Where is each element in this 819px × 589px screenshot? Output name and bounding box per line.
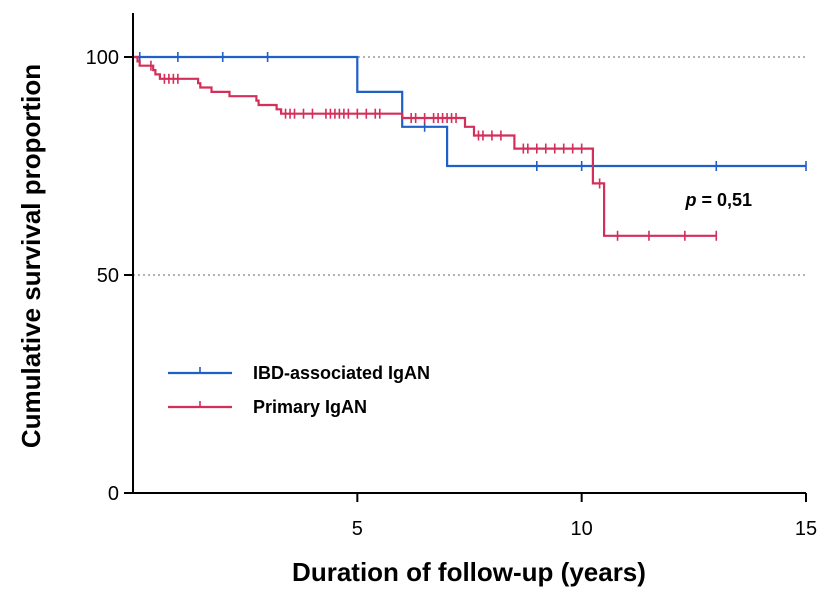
survival-curves — [133, 52, 807, 241]
y-axis-title: Cumulative survival proportion — [16, 64, 46, 448]
x-axis-title: Duration of follow-up (years) — [292, 557, 646, 587]
p-value-annotation: p = 0,51 — [684, 190, 752, 210]
x-tick-label: 5 — [352, 518, 363, 540]
series-line-0 — [133, 55, 806, 168]
legend-label-1: Primary IgAN — [253, 397, 367, 417]
y-tick-label: 50 — [97, 265, 119, 287]
y-tick-label: 100 — [86, 47, 119, 69]
p-value-text: = 0,51 — [696, 190, 752, 210]
x-tick-label: 10 — [571, 518, 593, 540]
legend: IBD-associated IgAN Primary IgAN — [168, 363, 430, 417]
gridlines — [133, 56, 806, 276]
axes — [132, 13, 806, 494]
legend-label-0: IBD-associated IgAN — [253, 363, 430, 383]
series-line-1 — [133, 55, 717, 237]
p-value-symbol: p — [684, 190, 696, 210]
x-tick-label: 15 — [795, 518, 817, 540]
axis-ticks: 5 10 15 0 50 100 — [86, 47, 818, 540]
y-tick-label: 0 — [108, 483, 119, 505]
